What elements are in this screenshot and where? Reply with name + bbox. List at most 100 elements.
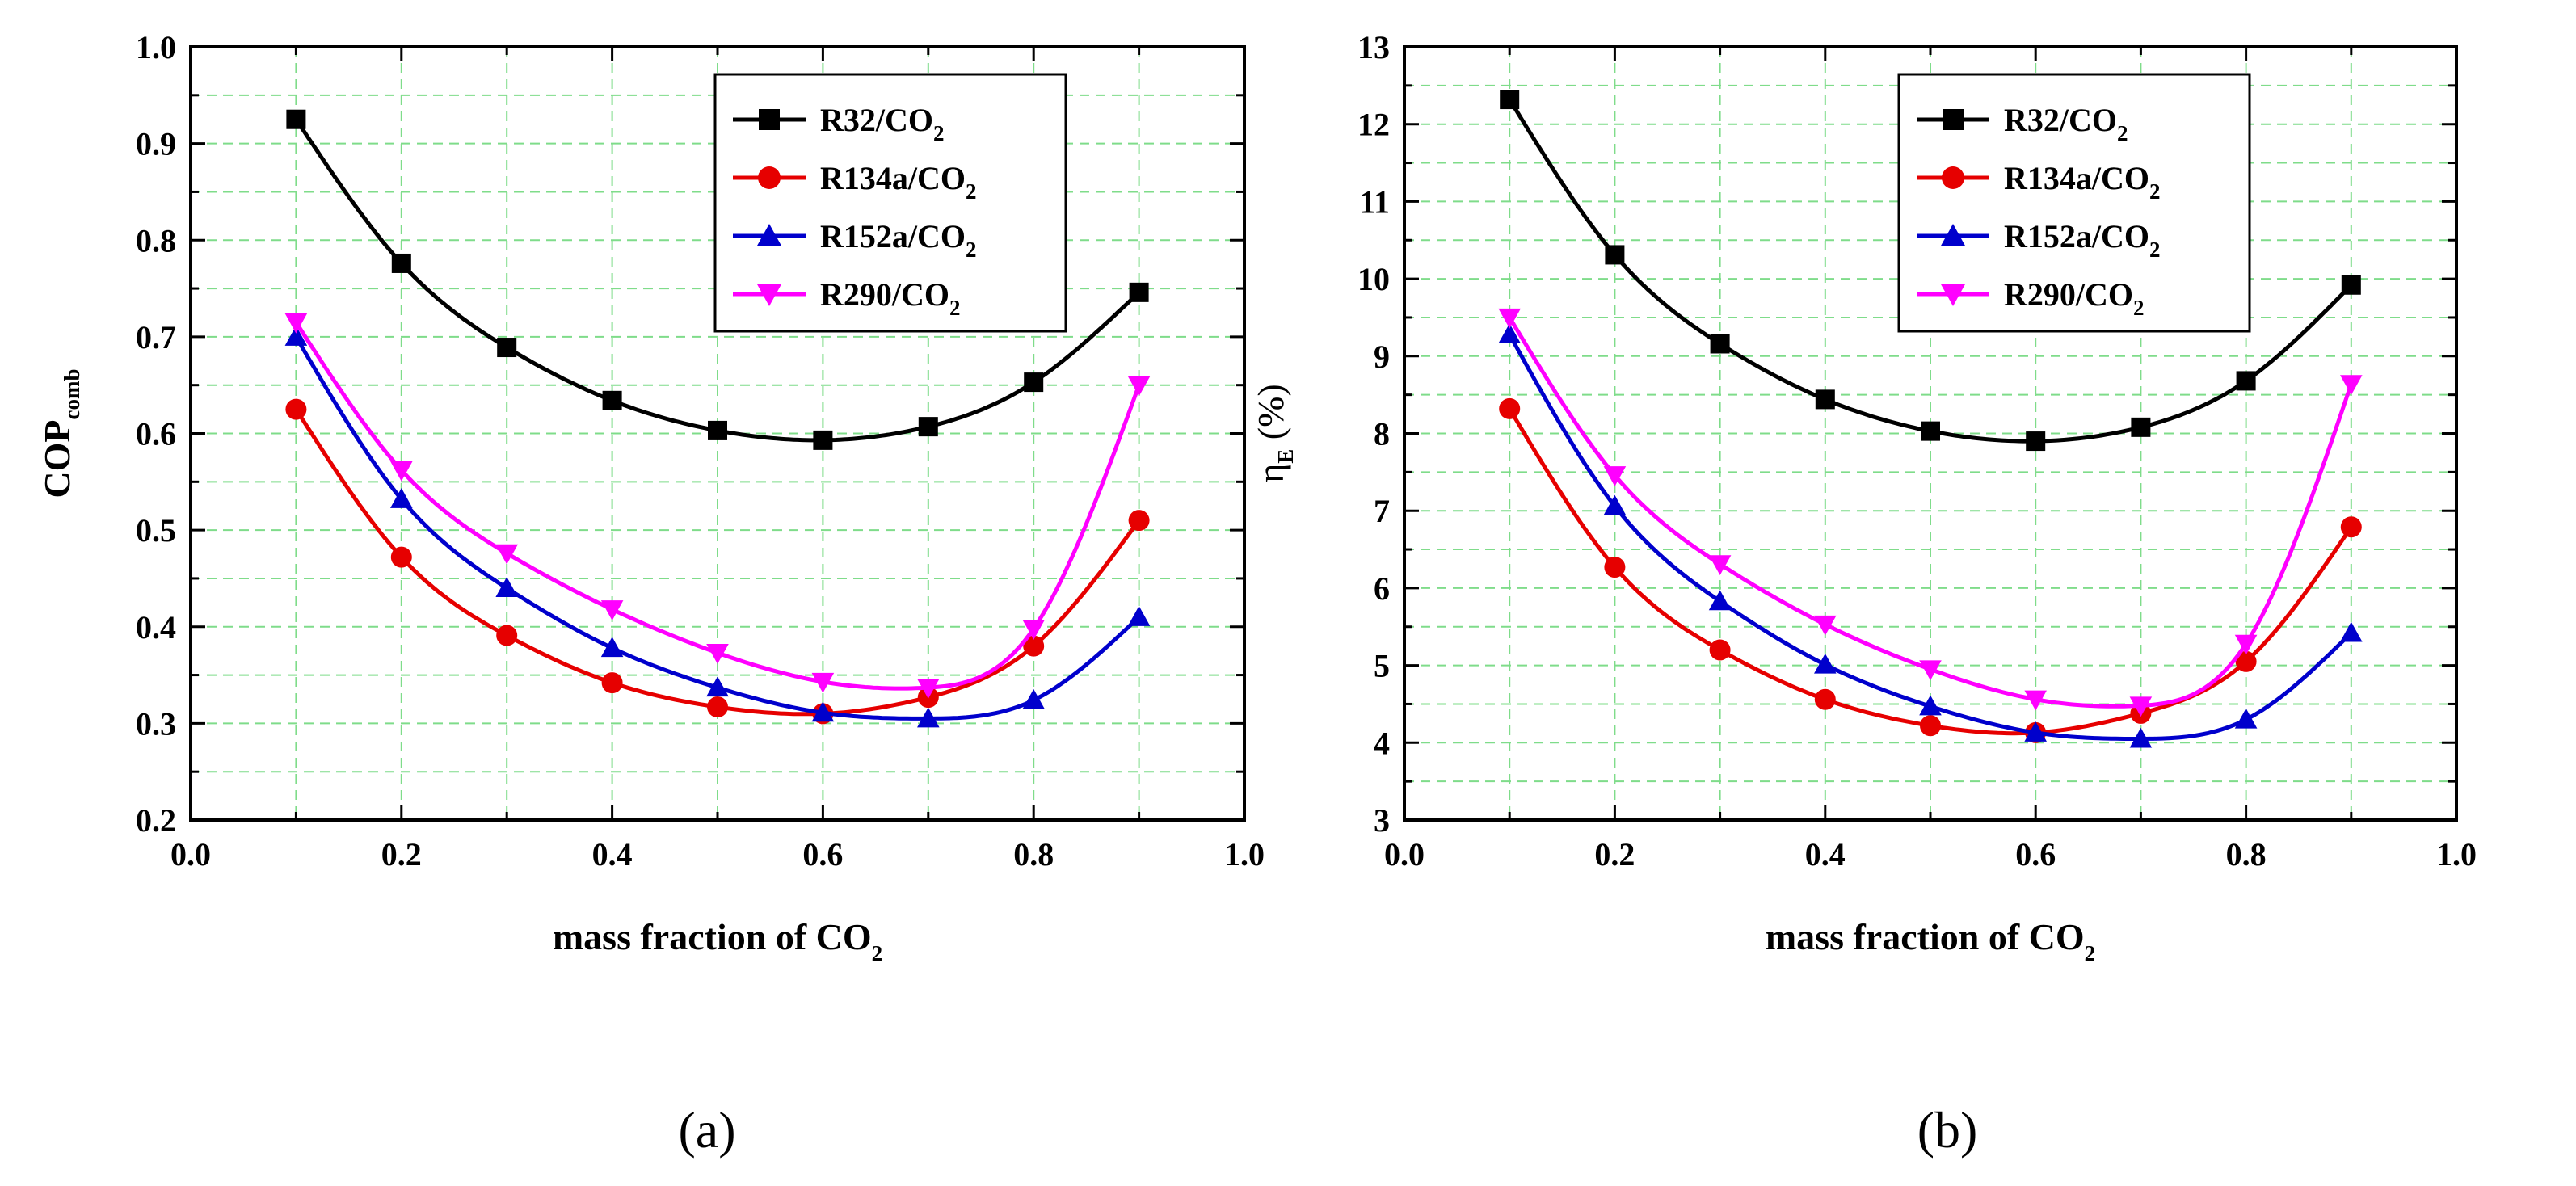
data-point-r32-co2 — [2026, 431, 2046, 452]
data-point-r152a-co2 — [2024, 721, 2047, 742]
data-point-r290-co2 — [390, 461, 413, 482]
x-tick-label: 0.2 — [1594, 836, 1635, 873]
data-point-r32-co2 — [1815, 389, 1835, 410]
data-point-r134a-co2 — [2340, 516, 2362, 538]
y-tick-label: 13 — [1357, 29, 1390, 65]
data-point-r32-co2 — [813, 430, 833, 450]
data-point-r152a-co2 — [1708, 590, 1732, 611]
chart-panel-a: 0.0 0.2 0.4 0.6 0.8 1.00.20.30.40.50.60.70.80… — [36, 29, 1265, 965]
data-point-r134a-co2 — [601, 672, 623, 694]
data-point-r290-co2 — [2234, 634, 2258, 655]
legend-label: R152a/CO2 — [2004, 218, 2161, 262]
data-point-r32-co2 — [2131, 417, 2151, 437]
y-tick-label: 0.5 — [136, 512, 176, 549]
data-point-r152a-co2 — [1498, 323, 1521, 344]
data-point-r152a-co2 — [1814, 653, 1837, 674]
y-tick-label: 1.0 — [136, 29, 176, 65]
y-tick-label: 5 — [1374, 648, 1390, 684]
y-axis-title: ηE (%) — [1250, 384, 1298, 483]
data-point-r134a-co2 — [1920, 715, 1941, 737]
data-point-r134a-co2 — [2235, 650, 2257, 672]
data-point-r32-co2 — [391, 253, 411, 273]
panel-label-a: (a) — [678, 1101, 735, 1159]
data-point-r32-co2 — [602, 390, 622, 410]
x-tick-label: 0.8 — [1013, 836, 1054, 873]
x-tick-label: 0.6 — [802, 836, 843, 873]
y-tick-label: 6 — [1374, 570, 1390, 607]
data-point-r134a-co2 — [285, 398, 307, 420]
x-axis-title: mass fraction of CO2 — [1766, 916, 2095, 965]
data-point-r152a-co2 — [495, 577, 518, 597]
data-point-r32-co2 — [1605, 245, 1625, 265]
data-point-r32-co2 — [2236, 371, 2256, 391]
data-point-r290-co2 — [495, 544, 518, 565]
data-point-r32-co2 — [2341, 275, 2361, 295]
y-tick-label: 9 — [1374, 339, 1390, 375]
legend-marker — [1941, 284, 1965, 306]
y-tick-label: 0.8 — [136, 222, 176, 259]
data-point-r290-co2 — [917, 679, 940, 699]
data-point-r152a-co2 — [390, 488, 413, 508]
legend-marker — [757, 224, 781, 246]
data-point-r152a-co2 — [1127, 605, 1151, 626]
data-point-r152a-co2 — [600, 637, 624, 658]
y-tick-label: 4 — [1374, 725, 1390, 761]
data-point-r134a-co2 — [1023, 635, 1045, 657]
data-point-r290-co2 — [1814, 615, 1837, 636]
x-tick-label: 0.0 — [170, 836, 211, 873]
x-tick-label: 1.0 — [1224, 836, 1265, 873]
x-axis-title: mass fraction of CO2 — [553, 916, 882, 965]
legend-marker — [1941, 224, 1965, 246]
data-point-r152a-co2 — [2129, 727, 2153, 748]
data-point-r152a-co2 — [1022, 688, 1045, 709]
legend-marker — [1942, 166, 1964, 189]
data-point-r134a-co2 — [496, 625, 518, 646]
data-point-r290-co2 — [2024, 690, 2047, 711]
legend-marker — [759, 109, 780, 130]
legend-label: R32/CO2 — [2004, 102, 2128, 145]
legend-marker — [1943, 109, 1964, 130]
data-point-r152a-co2 — [811, 701, 835, 722]
legend-label: R134a/CO2 — [820, 160, 977, 204]
legend-marker — [757, 284, 781, 306]
x-tick-label: 0.4 — [592, 836, 633, 873]
y-tick-label: 12 — [1357, 107, 1390, 143]
legend-label: R152a/CO2 — [820, 218, 977, 262]
y-tick-label: 0.3 — [136, 705, 176, 742]
legend-label: R32/CO2 — [820, 102, 945, 145]
data-point-r290-co2 — [706, 644, 729, 664]
data-point-r32-co2 — [918, 417, 938, 437]
x-tick-label: 0.2 — [381, 836, 422, 873]
data-point-r134a-co2 — [1499, 397, 1521, 419]
data-point-r152a-co2 — [2234, 708, 2258, 729]
x-tick-label: 0.6 — [2015, 836, 2056, 873]
data-point-r290-co2 — [1022, 620, 1045, 640]
data-point-r290-co2 — [1127, 376, 1151, 397]
data-point-r152a-co2 — [284, 326, 308, 346]
x-tick-label: 0.0 — [1384, 836, 1425, 873]
y-tick-label: 0.2 — [136, 802, 176, 839]
y-tick-label: 8 — [1374, 416, 1390, 452]
y-tick-label: 0.6 — [136, 416, 176, 452]
data-point-r290-co2 — [1603, 466, 1627, 486]
panel-label-b: (b) — [1917, 1101, 1978, 1159]
data-point-r290-co2 — [1498, 308, 1521, 329]
legend-label: R290/CO2 — [2004, 276, 2145, 320]
data-point-r290-co2 — [2340, 375, 2363, 396]
data-point-r32-co2 — [1129, 282, 1149, 302]
data-point-r134a-co2 — [1814, 688, 1836, 710]
data-point-r290-co2 — [1919, 660, 1942, 681]
data-point-r290-co2 — [600, 600, 624, 621]
y-tick-label: 7 — [1374, 493, 1390, 529]
data-point-r290-co2 — [2129, 696, 2153, 717]
data-point-r152a-co2 — [2340, 621, 2363, 642]
data-point-r152a-co2 — [706, 676, 729, 697]
data-point-r134a-co2 — [1604, 557, 1626, 578]
chart-panel-b: 0.0 0.2 0.4 0.6 0.8 1.0 3 4 5 6 7 8 9 10 11 12 13 mass fr… — [1250, 29, 2477, 965]
data-point-r152a-co2 — [1603, 494, 1627, 515]
data-point-r152a-co2 — [917, 707, 940, 728]
data-point-r290-co2 — [284, 313, 308, 334]
data-point-r32-co2 — [286, 109, 306, 129]
y-tick-label: 0.9 — [136, 126, 176, 162]
